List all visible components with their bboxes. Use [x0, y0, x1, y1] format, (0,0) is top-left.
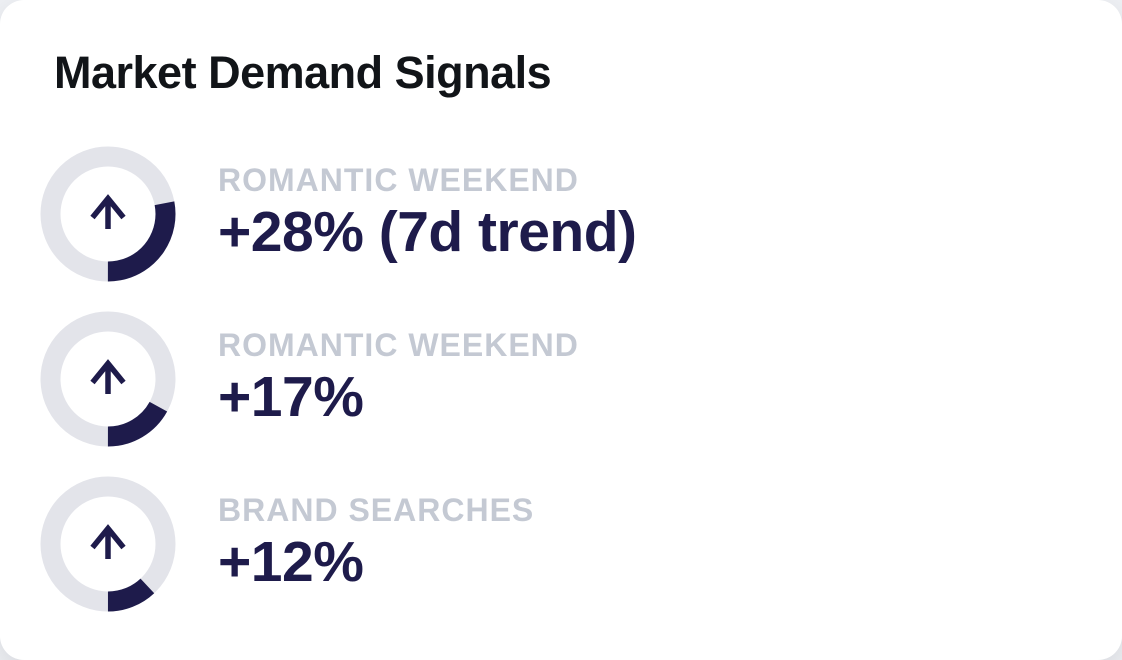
up-arrow-icon — [90, 523, 126, 559]
signal-label: BRAND SEARCHES — [218, 491, 535, 528]
signal-label: ROMANTIC WEEKEND — [218, 161, 579, 198]
signal-value: +28% (7d trend) — [218, 200, 637, 265]
ring-progress-arc — [40, 476, 176, 611]
up-arrow-icon — [90, 193, 126, 229]
signal-row-romantic-weekend-2: ROMANTIC WEEKEND +17% — [40, 311, 1122, 447]
signal-row-romantic-weekend-1: ROMANTIC WEEKEND +28% (7d trend) — [40, 146, 1122, 282]
ring-progress-arc — [40, 311, 176, 446]
ring-progress-arc — [40, 146, 176, 281]
signal-texts: ROMANTIC WEEKEND +17% — [218, 326, 579, 430]
progress-ring — [40, 476, 176, 611]
up-arrow-icon — [90, 358, 126, 394]
page-title: Market Demand Signals — [54, 47, 552, 98]
signal-label: ROMANTIC WEEKEND — [218, 326, 579, 363]
signal-value: +17% — [218, 365, 364, 430]
signal-texts: BRAND SEARCHES +12% — [218, 491, 535, 595]
signal-row-brand-searches: BRAND SEARCHES +12% — [40, 476, 1122, 612]
signal-value: +12% — [218, 530, 364, 595]
signal-texts: ROMANTIC WEEKEND +28% (7d trend) — [218, 161, 637, 265]
signal-list: ROMANTIC WEEKEND +28% (7d trend) ROMANTI… — [40, 146, 1122, 612]
progress-ring — [40, 311, 176, 446]
progress-ring — [40, 146, 176, 281]
